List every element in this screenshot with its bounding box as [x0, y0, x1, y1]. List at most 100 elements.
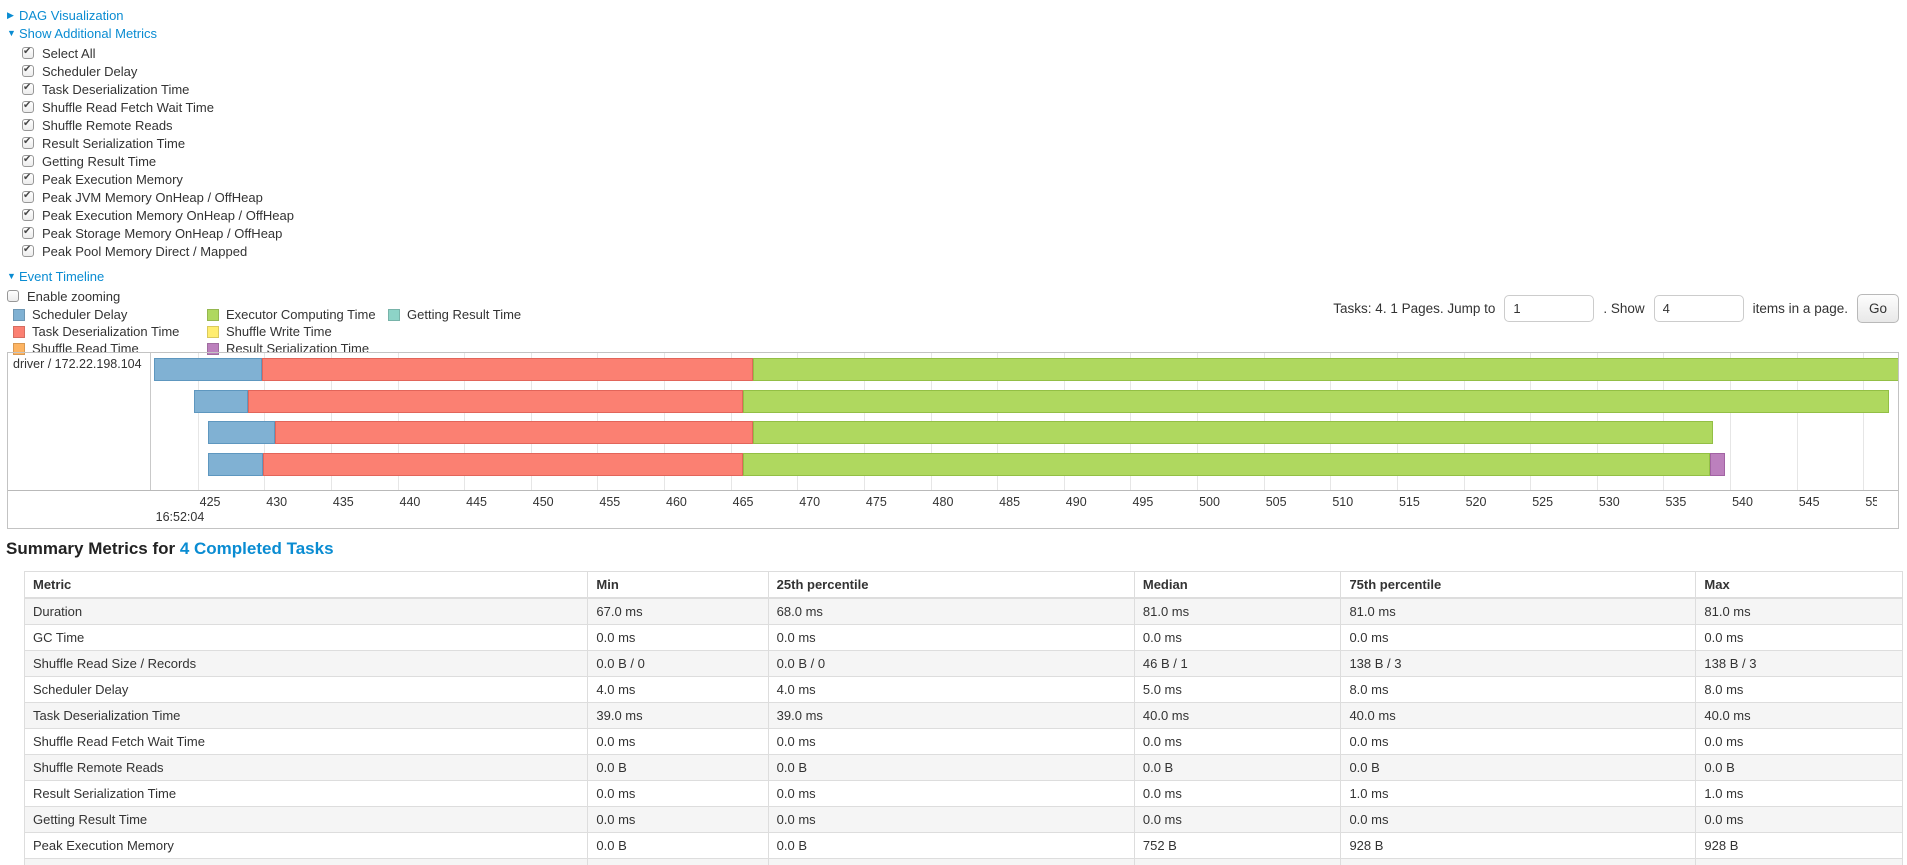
metric-value-cell: 40.0 ms	[1340, 702, 1697, 729]
metric-value-cell: 138 B / 3	[1340, 650, 1697, 677]
task-bar-segment-executor_computing[interactable]	[753, 358, 1898, 381]
metric-checkbox-getting-result-time[interactable]	[22, 154, 34, 167]
metric-value-cell: 40.0 ms	[1695, 702, 1903, 729]
metric-value-cell: 4.0 ms	[767, 676, 1135, 703]
metric-checkbox-peak-execution-memory-onheap-offheap[interactable]	[22, 208, 34, 221]
task-bar-segment-task_deserialization[interactable]	[261, 358, 754, 381]
metric-value-cell: 0.0 ms	[1695, 624, 1903, 651]
metric-value-cell: 39.0 ms	[587, 702, 769, 729]
metric-value-cell: 0.0 ms	[1695, 806, 1903, 833]
show-additional-metrics-toggle[interactable]: ▼ Show Additional Metrics	[7, 24, 294, 42]
task-bar-segment-task_deserialization[interactable]	[248, 389, 743, 413]
axis-tick-label: 515	[1398, 495, 1420, 509]
metric-checkbox-shuffle-remote-reads[interactable]	[22, 118, 34, 131]
table-row: Shuffle Read Size / Records 0.0 B / 0 0.0 …	[23, 650, 1903, 677]
metric-value-cell: 0.0 B	[767, 832, 1135, 859]
timeline-legend: Scheduler Delay Task Deserialization Time…	[7, 306, 707, 357]
metric-value-cell: 0.0 ms	[767, 806, 1135, 833]
shuffle_write-color-chip	[207, 325, 219, 338]
metric-checkbox-row: Select All	[22, 44, 294, 62]
metric-value-cell: 0.0 ms	[587, 624, 769, 651]
metric-value-cell: 0.0 ms	[587, 780, 769, 807]
metric-value-cell: 67.0 ms	[587, 597, 769, 625]
task-bar-segment-executor_computing[interactable]	[742, 389, 1889, 413]
metric-checkbox-label: Scheduler Delay	[42, 63, 138, 79]
metric-value-cell: 5.0 ms	[1133, 676, 1342, 703]
metric-name-cell: Scheduler Delay	[23, 676, 589, 703]
table-header-cell: Max	[1695, 571, 1903, 599]
metric-value-cell: 0.0 ms	[587, 728, 769, 755]
metric-checkbox-select-all[interactable]	[22, 46, 34, 59]
legend-label: Getting Result Time	[407, 307, 522, 322]
metric-value-cell: 0.0 ms	[1340, 624, 1697, 651]
metric-value-cell: 4.0 ms	[587, 676, 769, 703]
axis-tick-label: 495	[1132, 495, 1154, 509]
jump-to-page-input[interactable]	[1504, 295, 1595, 322]
metric-value-cell: 138 B / 3	[1695, 650, 1903, 677]
metric-value-cell: 8.0 ms	[1340, 676, 1697, 703]
go-button[interactable]: Go	[1856, 294, 1899, 323]
axis-tick-label: 550	[1865, 495, 1877, 509]
task-bar-segment-result_serialization[interactable]	[1710, 453, 1725, 477]
axis-gridline	[1863, 353, 1865, 490]
metric-checkbox-peak-jvm-memory-onheap-offheap[interactable]	[22, 190, 34, 203]
metric-value-cell	[587, 858, 769, 865]
legend-item-executor_computing: Executor Computing Time	[207, 306, 376, 323]
task-bar-segment-task_deserialization[interactable]	[274, 421, 754, 445]
event-timeline-toggle[interactable]: ▼ Event Timeline	[7, 267, 294, 285]
enable-zooming-label: Enable zooming	[27, 288, 121, 304]
task-bar-segment-scheduler_delay[interactable]	[208, 453, 263, 477]
axis-tick-label: 450	[532, 495, 554, 509]
metric-checkbox-peak-pool-memory-direct-mapped[interactable]	[22, 244, 34, 257]
task-bar-segment-scheduler_delay[interactable]	[208, 421, 275, 445]
axis-tick-label: 505	[1265, 495, 1287, 509]
metric-value-cell: 1.0 ms	[1695, 780, 1903, 807]
table-row: Getting Result Time 0.0 ms 0.0 ms 0.0 ms 0.0…	[23, 806, 1903, 833]
task-bar-segment-scheduler_delay[interactable]	[153, 358, 262, 381]
metric-checkbox-shuffle-read-fetch-wait-time[interactable]	[22, 100, 34, 113]
dag-visualization-label: DAG Visualization	[19, 7, 124, 23]
legend-label: Shuffle Write Time	[226, 324, 332, 339]
axis-tick-label: 540	[1732, 495, 1753, 509]
axis-gridline	[1796, 353, 1798, 490]
metric-name-cell: Result Serialization Time	[23, 780, 589, 807]
metric-checkbox-scheduler-delay[interactable]	[22, 64, 34, 77]
metric-value-cell: 8.0 ms	[1695, 676, 1903, 703]
task-bar-segment-executor_computing[interactable]	[753, 421, 1713, 445]
dag-visualization-toggle[interactable]: ▶ DAG Visualization	[7, 6, 294, 24]
metric-value-cell: 39.0 ms	[767, 702, 1135, 729]
event-timeline-chart: driver / 172.22.198.104 425 430 435 440 445 4…	[7, 352, 1899, 529]
metric-value-cell: 0.0 ms	[587, 806, 769, 833]
metric-checkbox-peak-execution-memory[interactable]	[22, 172, 34, 185]
legend-column: Scheduler Delay Task Deserialization Time…	[13, 306, 179, 357]
legend-column: Getting Result Time	[388, 306, 521, 323]
executor-group-label: driver / 172.22.198.104	[8, 353, 151, 490]
axis-tick-label: 480	[932, 495, 954, 509]
items-per-page-input[interactable]	[1653, 295, 1744, 322]
metric-value-cell: 0.0 B	[1695, 754, 1903, 781]
task-bar-segment-executor_computing[interactable]	[742, 453, 1711, 477]
task-bar-segment-task_deserialization[interactable]	[262, 453, 743, 477]
metric-value-cell: 0.0 B	[587, 832, 769, 859]
chevron-down-icon: ▼	[7, 271, 16, 281]
metric-value-cell: 46 B / 1	[1133, 650, 1342, 677]
metric-checkbox-row: Getting Result Time	[22, 152, 294, 170]
enable-zooming-checkbox[interactable]	[7, 290, 19, 302]
metric-checkbox-task-deserialization-time[interactable]	[22, 82, 34, 95]
metric-value-cell: 0.0 ms	[1133, 624, 1342, 651]
axis-tick-label: 435	[332, 495, 354, 509]
metric-value-cell: 928 B	[1695, 832, 1903, 859]
timeline-axis-labels: 425 430 435 440 445 450 455 460 465 470 475 480 485 4…	[151, 491, 1877, 529]
metric-value-cell: 81.0 ms	[1695, 597, 1903, 625]
axis-tick-label: 520	[1465, 495, 1487, 509]
metric-name-cell: Peak JVM Memory OnHeap / OffHeap	[23, 858, 589, 865]
completed-tasks-link[interactable]: 4 Completed Tasks	[179, 539, 334, 558]
axis-tick-label: 510	[1332, 495, 1354, 509]
metric-checkbox-peak-storage-memory-onheap-offheap[interactable]	[22, 226, 34, 239]
legend-item-shuffle_write: Shuffle Write Time	[207, 323, 376, 340]
task-bar-segment-scheduler_delay[interactable]	[193, 389, 249, 413]
axis-tick-label: 445	[466, 495, 487, 509]
metric-checkbox-result-serialization-time[interactable]	[22, 136, 34, 149]
legend-column: Executor Computing Time Shuffle Write Tim…	[207, 306, 376, 357]
